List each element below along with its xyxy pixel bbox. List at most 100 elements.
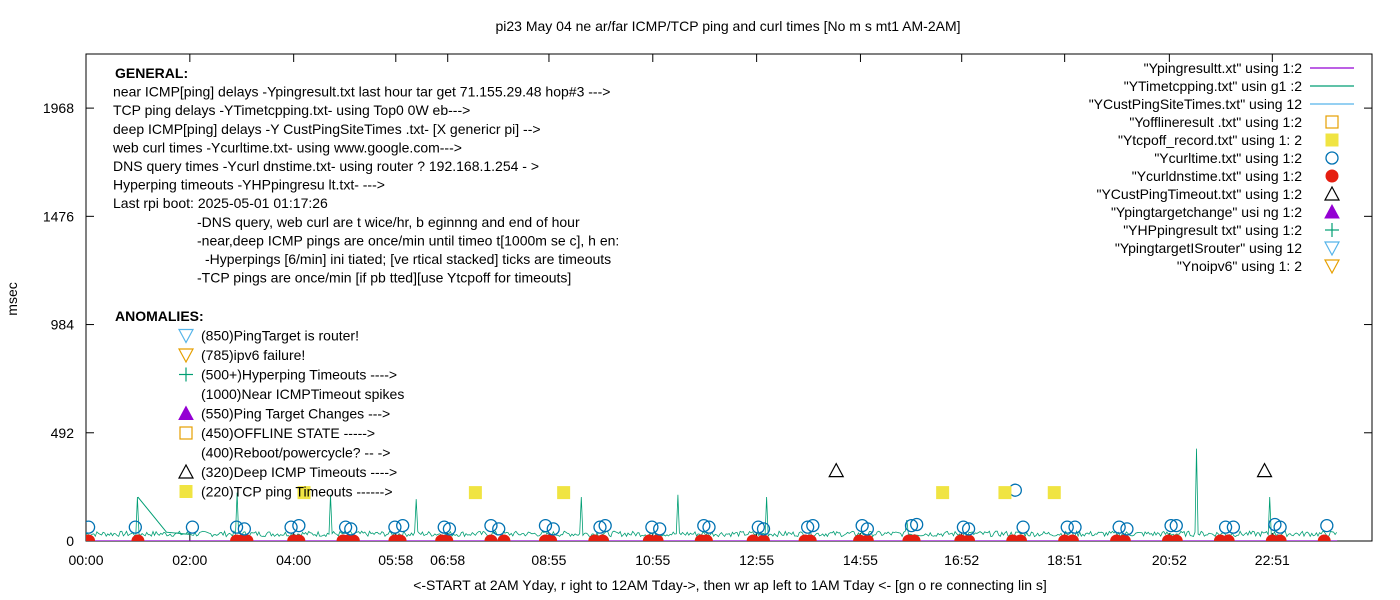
data-point <box>1256 462 1273 478</box>
general-note: DNS query times -Ycurl dnstime.txt- usin… <box>113 158 539 174</box>
data-point <box>484 518 498 533</box>
data-point <box>338 520 353 534</box>
data-point <box>801 520 815 534</box>
legend-marker <box>1325 169 1339 183</box>
legend-label: "YCustPingSiteTimes.txt" using 12 <box>1089 96 1303 112</box>
data-point <box>284 520 298 534</box>
data-point <box>1218 520 1233 534</box>
data-point <box>1014 534 1028 541</box>
data-point <box>1273 520 1287 534</box>
anomaly-note: (220)TCP ping Timeouts ------> <box>201 484 393 500</box>
data-point <box>1068 520 1082 534</box>
data-point <box>910 517 924 532</box>
legend-marker <box>1325 151 1339 165</box>
data-point <box>653 522 667 536</box>
data-point <box>538 518 553 533</box>
legend-label: "YpingtargetISrouter" using 12 <box>1115 240 1302 256</box>
data-point <box>442 522 457 536</box>
general-note: Last rpi boot: 2025-05-01 01:17:26 <box>113 195 328 211</box>
x-tick-label: 16:52 <box>944 552 979 568</box>
anomaly-note: (785)ipv6 failure! <box>201 347 305 363</box>
general-note: TCP ping delays -YTimetcpping.txt- using… <box>113 102 470 118</box>
legend: "Ypingresultt.xt" using 1:2 "YTimetcpping… <box>1089 60 1354 275</box>
data-point <box>1221 534 1235 541</box>
data-point <box>1320 518 1334 533</box>
legend-label: "Ynoipv6" using 1: 2 <box>1177 258 1302 274</box>
data-point <box>440 534 454 541</box>
series-layer <box>86 448 1338 541</box>
data-point <box>240 534 254 541</box>
data-point <box>544 534 558 541</box>
data-point <box>860 522 875 536</box>
y-tick-label: 0 <box>66 533 74 549</box>
legend-marker <box>1325 223 1339 237</box>
data-point <box>593 520 607 534</box>
notes-text: GENERAL: near ICMP[ping] delays -Ypingres… <box>112 65 619 500</box>
y-tick-label: 1476 <box>43 208 74 224</box>
x-tick-label: 00:00 <box>68 552 103 568</box>
anomaly-marker <box>179 426 193 440</box>
legend-marker <box>1324 203 1340 219</box>
data-point <box>936 486 950 500</box>
general-note: -DNS query, web curl are t wice/hr, b eg… <box>197 214 580 230</box>
legend-label: "Ycurldnstime.txt" using 1:2 <box>1132 168 1302 184</box>
y-axis-label: msec <box>4 282 20 315</box>
anomaly-note: (400)Reboot/powercycle? -- -> <box>201 445 390 461</box>
data-point <box>956 520 971 534</box>
data-point <box>1047 486 1061 500</box>
data-point <box>860 534 874 541</box>
legend-label: "YTimetcpping.txt" usin g1 :2 <box>1124 78 1302 94</box>
data-point <box>344 522 358 536</box>
data-point <box>1226 520 1241 534</box>
x-tick-label: 02:00 <box>172 552 207 568</box>
anomaly-marker <box>179 485 193 498</box>
data-point <box>437 520 451 534</box>
data-point <box>1117 534 1131 541</box>
data-point <box>1169 518 1183 533</box>
anomalies-heading: ANOMALIES: <box>115 308 204 324</box>
data-point <box>484 534 498 541</box>
data-point <box>229 520 244 534</box>
data-point <box>697 518 711 533</box>
data-point <box>907 534 921 541</box>
anomaly-marker <box>178 405 194 420</box>
y-tick-label: 492 <box>51 425 75 441</box>
data-point <box>806 518 820 533</box>
anomaly-marker <box>177 463 195 479</box>
plot-area <box>86 448 1338 541</box>
data-point <box>86 534 96 541</box>
x-tick-label: 04:00 <box>276 552 311 568</box>
x-tick-label: 08:55 <box>531 552 566 568</box>
data-point <box>598 518 612 533</box>
data-point <box>702 520 716 534</box>
legend-marker <box>1323 259 1341 275</box>
y-tick-label: 1968 <box>43 100 74 116</box>
data-point <box>998 486 1012 500</box>
anomaly-marker <box>177 348 195 364</box>
data-point <box>1164 518 1178 533</box>
data-point <box>751 520 765 534</box>
data-point <box>297 486 311 500</box>
data-point <box>131 534 145 541</box>
data-point <box>961 522 976 536</box>
data-point <box>1273 534 1287 541</box>
data-point <box>1112 520 1126 534</box>
series-2 <box>828 462 1273 478</box>
legend-label: "Ypingresultt.xt" using 1:2 <box>1144 60 1303 76</box>
data-point <box>185 520 200 534</box>
data-point <box>904 518 919 533</box>
data-point <box>396 518 410 533</box>
anomaly-note: (320)Deep ICMP Timeouts ----> <box>201 464 397 480</box>
data-point <box>756 522 771 536</box>
x-tick-label: 22:51 <box>1255 552 1290 568</box>
data-point <box>393 534 407 541</box>
data-point <box>650 534 664 541</box>
y-tick-label: 984 <box>51 317 75 333</box>
x-tick-label: 10:55 <box>635 552 670 568</box>
x-tick-label: 14:55 <box>843 552 878 568</box>
y-axis-ticks: 0 492 984 1476 1968 <box>43 100 1372 549</box>
data-point <box>128 520 142 534</box>
x-axis-label: <-START at 2AM Yday, r ight to 12AM Tday… <box>413 577 1047 593</box>
general-note: -TCP pings are once/min [if pb tted][use… <box>197 270 571 286</box>
data-point <box>237 522 251 536</box>
